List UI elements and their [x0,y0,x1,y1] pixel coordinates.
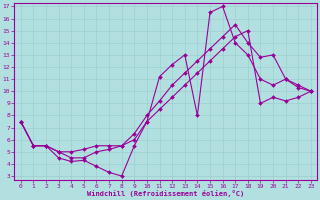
X-axis label: Windchill (Refroidissement éolien,°C): Windchill (Refroidissement éolien,°C) [87,190,244,197]
